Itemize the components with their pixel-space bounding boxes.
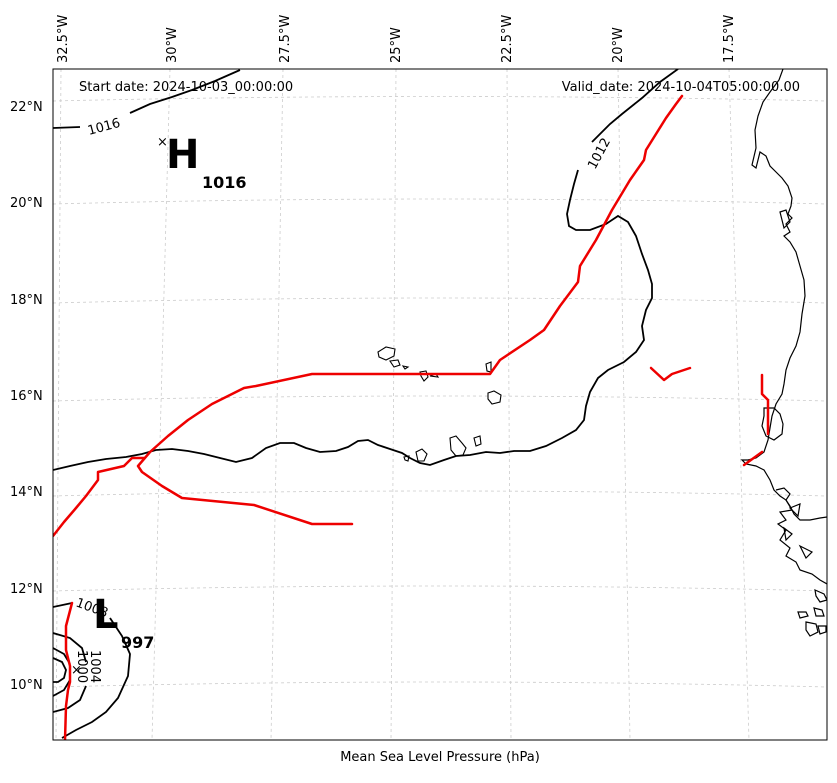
lat-tick-label: 16°N xyxy=(10,389,43,404)
track-short-1 xyxy=(649,366,692,382)
isobar-1008 xyxy=(53,602,131,739)
contour-label-1000: 1000 xyxy=(74,650,89,683)
map-caption: Mean Sea Level Pressure (hPa) xyxy=(340,750,540,765)
contour-label-1012: 1012 xyxy=(585,136,614,172)
isobar-inner xyxy=(53,657,67,683)
low-center-value: 997 xyxy=(121,633,154,652)
high-center-marker: × xyxy=(157,135,168,150)
track-south xyxy=(63,601,74,740)
track-short-3 xyxy=(742,450,764,467)
lat-tick-label: 22°N xyxy=(10,100,43,115)
low-center-marker: × xyxy=(71,663,82,678)
latitude-tick-labels: 22°N 20°N 18°N 16°N 14°N 12°N 10°N xyxy=(10,100,43,693)
track-west xyxy=(53,456,146,538)
start-date-label: Start date: 2024-10-03_00:00:00 xyxy=(79,80,293,95)
lat-tick-label: 18°N xyxy=(10,293,43,308)
contour-label-1016: 1016 xyxy=(86,116,122,139)
lat-tick-label: 20°N xyxy=(10,196,43,211)
lon-tick-label: 30°W xyxy=(165,27,180,63)
lon-tick-label: 20°W xyxy=(611,27,626,63)
lat-tick-label: 14°N xyxy=(10,485,43,500)
longitude-tick-labels: 32.5°W 30°W 27.5°W 25°W 22.5°W 20°W 17.5… xyxy=(56,15,737,63)
low-pressure-center: × L 997 xyxy=(71,592,154,678)
low-center-letter: L xyxy=(93,592,119,638)
map-frame xyxy=(52,68,828,741)
coastline-west-africa xyxy=(740,69,827,637)
isobar-1004 xyxy=(53,632,87,713)
lon-tick-label: 27.5°W xyxy=(278,15,293,63)
lon-tick-label: 22.5°W xyxy=(500,15,515,63)
lat-tick-label: 12°N xyxy=(10,582,43,597)
high-center-value: 1016 xyxy=(202,173,247,192)
cape-verde-islands xyxy=(377,346,502,462)
contour-labels: 1016 1012 1008 1004 1000 xyxy=(74,116,614,683)
map-plot-area: 1016 1012 1008 1004 1000 × H 1016 × L 99… xyxy=(53,69,827,740)
isobar-1016 xyxy=(53,69,241,129)
lon-tick-label: 25°W xyxy=(389,27,404,63)
lon-tick-label: 17.5°W xyxy=(722,15,737,63)
contour-label-1004: 1004 xyxy=(87,650,102,683)
high-center-letter: H xyxy=(166,132,199,178)
lat-tick-label: 10°N xyxy=(10,678,43,693)
track-main xyxy=(136,94,684,526)
track-short-2 xyxy=(760,373,770,436)
lon-tick-label: 32.5°W xyxy=(56,15,71,63)
high-pressure-center: × H 1016 xyxy=(157,132,247,192)
valid-date-label: Valid_date: 2024-10-04T05:00:00.00 xyxy=(562,80,800,95)
isobar-1012 xyxy=(53,69,679,471)
storm-tracks xyxy=(53,94,770,740)
